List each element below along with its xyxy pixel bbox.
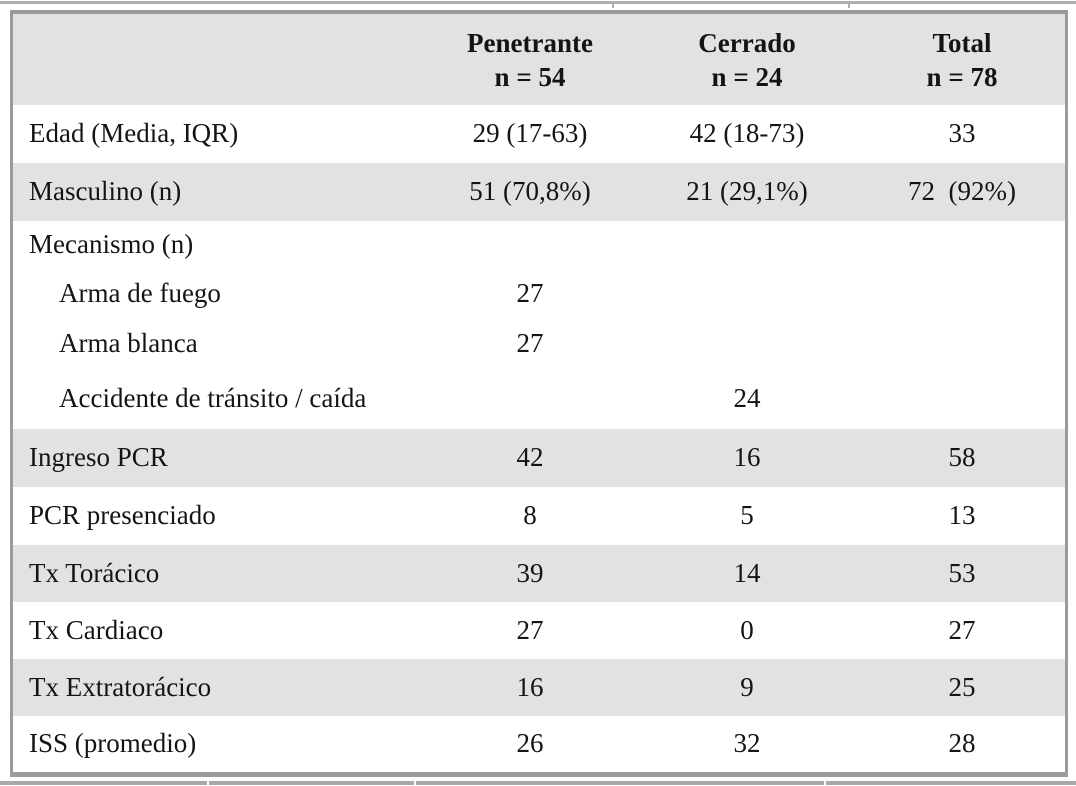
table-row: ISS (promedio) 26 32 28: [13, 716, 1065, 772]
column-n: n = 78: [926, 61, 998, 92]
bottom-rule: [0, 781, 1076, 785]
bottom-rule-gap: [207, 781, 209, 785]
row-label: Mecanismo (n): [13, 221, 425, 269]
cell-value: 29 (17-63): [425, 105, 635, 163]
cell-value: 27: [859, 602, 1065, 659]
cell-value: 28: [859, 716, 1065, 772]
table-row: Arma de fuego 27: [13, 269, 1065, 319]
column-title: Cerrado: [698, 27, 796, 58]
table-row: Masculino (n) 51 (70,8%) 21 (29,1%) 72 (92%…: [13, 163, 1065, 221]
row-label: Tx Torácico: [13, 545, 425, 602]
cell-value: 16: [635, 429, 859, 487]
cell-value: 0: [635, 602, 859, 659]
table-row: Accidente de tránsito / caída 24: [13, 369, 1065, 429]
cell-value: 25: [859, 659, 1065, 716]
row-label: Arma blanca: [13, 319, 425, 369]
patient-characteristics-table: Penetrante n = 54 Cerrado n = 24 Total n…: [10, 10, 1068, 777]
top-rule: [0, 1, 1076, 4]
cell-value: 51 (70,8%): [425, 163, 635, 221]
table-row: Tx Cardiaco 27 0 27: [13, 602, 1065, 659]
cell-value: 14: [635, 545, 859, 602]
table-row: Tx Extratorácico 16 9 25: [13, 659, 1065, 716]
cell-value: 42: [425, 429, 635, 487]
cell-value: 5: [635, 487, 859, 545]
cell-value: 8: [425, 487, 635, 545]
row-label: Edad (Media, IQR): [13, 105, 425, 163]
row-label: ISS (promedio): [13, 716, 425, 772]
cell-value: 27: [425, 319, 635, 369]
row-label: Ingreso PCR: [13, 429, 425, 487]
header-row: Penetrante n = 54 Cerrado n = 24 Total n…: [13, 14, 1065, 105]
column-n: n = 54: [494, 61, 566, 92]
table-row: Ingreso PCR 42 16 58: [13, 429, 1065, 487]
cell-value: 32: [635, 716, 859, 772]
cell-value: [635, 319, 859, 369]
column-n: n = 24: [711, 61, 783, 92]
cell-value: 24: [635, 369, 859, 429]
table-row: Edad (Media, IQR) 29 (17-63) 42 (18-73) 33: [13, 105, 1065, 163]
column-title: Penetrante: [467, 27, 593, 58]
cell-value: 58: [859, 429, 1065, 487]
cell-value: [859, 221, 1065, 269]
column-title: Total: [932, 27, 992, 58]
cell-value: [425, 221, 635, 269]
cell-value: 13: [859, 487, 1065, 545]
row-label: Arma de fuego: [13, 269, 425, 319]
cell-value: 27: [425, 602, 635, 659]
cell-value: 9: [635, 659, 859, 716]
cell-value: 27: [425, 269, 635, 319]
cell-value: [859, 269, 1065, 319]
header-col-cerrado: Cerrado n = 24: [635, 14, 859, 105]
cell-value: 42 (18-73): [635, 105, 859, 163]
header-col-total: Total n = 78: [859, 14, 1065, 105]
cell-value: [425, 369, 635, 429]
cell-value: 26: [425, 716, 635, 772]
cell-value: 72 (92%): [859, 163, 1065, 221]
row-label: Accidente de tránsito / caída: [13, 369, 425, 429]
row-label: Tx Cardiaco: [13, 602, 425, 659]
table-row: PCR presenciado 8 5 13: [13, 487, 1065, 545]
cell-value: [635, 221, 859, 269]
row-label: PCR presenciado: [13, 487, 425, 545]
table-row: Tx Torácico 39 14 53: [13, 545, 1065, 602]
cell-value: 53: [859, 545, 1065, 602]
bottom-rule-gap: [824, 781, 826, 785]
top-rule-tick: [848, 1, 850, 8]
cell-value: [859, 369, 1065, 429]
row-label: Masculino (n): [13, 163, 425, 221]
table-row: Mecanismo (n): [13, 221, 1065, 269]
cell-value: 33: [859, 105, 1065, 163]
header-empty-cell: [13, 14, 425, 105]
cell-value: 39: [425, 545, 635, 602]
top-rule-tick: [612, 1, 614, 8]
header-col-penetrante: Penetrante n = 54: [425, 14, 635, 105]
table-row: Arma blanca 27: [13, 319, 1065, 369]
cell-value: [635, 269, 859, 319]
bottom-rule-gap: [414, 781, 416, 785]
cell-value: 16: [425, 659, 635, 716]
row-label: Tx Extratorácico: [13, 659, 425, 716]
cell-value: [859, 319, 1065, 369]
cell-value: 21 (29,1%): [635, 163, 859, 221]
